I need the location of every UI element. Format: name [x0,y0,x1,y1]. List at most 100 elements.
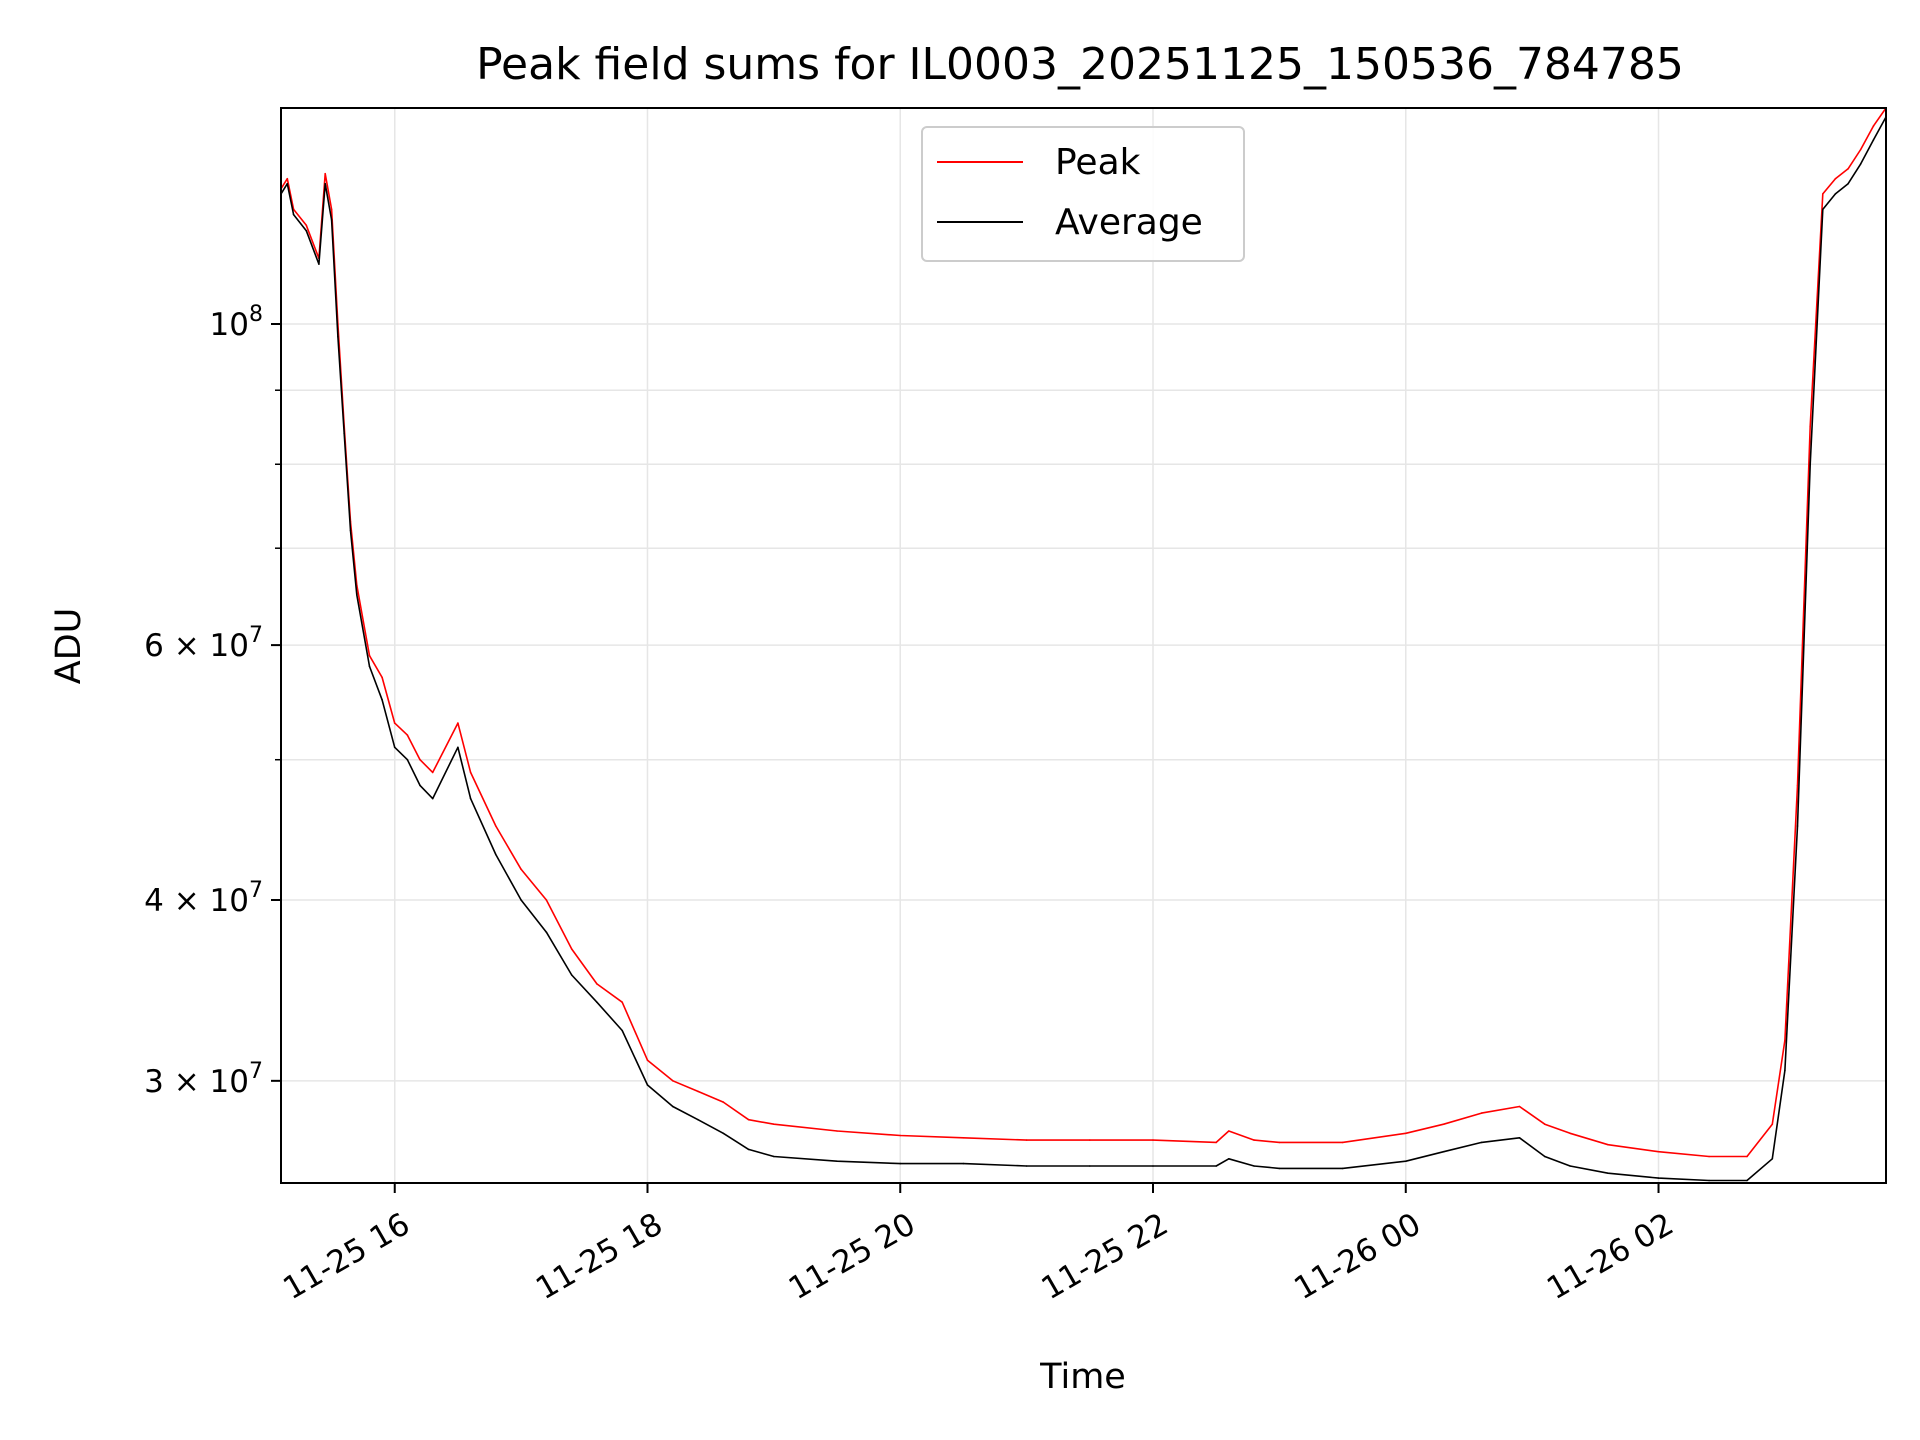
y-tick-base: 6 × 10 [144,628,249,664]
series-point-peak [545,899,548,901]
series-point-average [545,931,548,933]
series-point-peak [1746,1155,1748,1158]
series-point-average [1657,1177,1660,1179]
series-point-average [305,229,308,232]
series-point-average [1872,139,1875,141]
series-point-peak [1341,1141,1344,1144]
series-point-average [899,1162,902,1165]
series-point-peak [1607,1143,1609,1146]
series-point-average [343,432,346,435]
series-point-average [1809,463,1811,466]
series-point-peak [1834,177,1837,180]
series-point-peak [697,1090,699,1093]
y-tick-exponent: 8 [249,302,263,327]
series-point-peak [1228,1130,1230,1132]
y-tick-base: 4 × 10 [144,883,249,919]
series-point-average [286,182,289,185]
series-point-average [747,1148,750,1151]
series-point-average [1518,1137,1521,1139]
series-point-average [1544,1155,1546,1158]
series-point-peak [1025,1139,1028,1141]
series-point-average [381,699,383,701]
series-point-average [1215,1165,1217,1167]
series-point-peak [1822,193,1824,195]
series-point-peak [1518,1105,1521,1108]
series-point-peak [305,224,308,227]
series-point-average [621,1029,623,1032]
series-point-average [368,665,371,668]
y-tick-base: 3 × 10 [144,1064,249,1100]
series-point-average [469,797,472,800]
y-tick-label: 6 × 107 [144,623,263,664]
series-point-average [337,335,339,338]
series-point-peak [324,172,327,175]
series-point-average [697,1118,699,1121]
series-point-average [962,1162,965,1165]
legend-peak-label: Peak [1055,142,1141,183]
series-point-peak [1847,168,1849,170]
x-axis-label: Time [1039,1357,1126,1397]
series-point-average [1405,1160,1407,1162]
series-point-average [1784,1069,1786,1072]
legend: Peak Average [921,126,1245,262]
series-point-peak [722,1101,725,1103]
legend-average-label: Average [1055,202,1203,243]
series-point-average [349,529,352,532]
series-point-average [1708,1179,1710,1182]
series-point-peak [1544,1123,1546,1125]
grid [281,108,1886,1183]
series-point-average [1480,1141,1483,1144]
y-tick-exponent: 7 [249,1059,263,1084]
series-point-average [1228,1158,1230,1160]
series-point-peak [330,208,333,211]
series-point-average [1834,193,1837,195]
series-point-peak [286,177,289,180]
series-point-peak [596,983,598,985]
series-point-peak [1089,1139,1091,1141]
series-point-average [330,219,333,221]
series-layer [280,107,1887,1182]
series-point-peak [747,1118,750,1121]
series-point-average [1607,1172,1609,1174]
series-point-peak [1708,1155,1710,1158]
series-point-peak [406,734,409,736]
series-point-peak [1152,1139,1154,1141]
series-point-average [1796,825,1799,827]
series-point-average [1569,1165,1571,1167]
series-point-average [406,758,409,761]
series-point-average [419,784,421,787]
y-tick-exponent: 7 [249,623,263,648]
series-point-average [646,1084,649,1086]
series-point-peak [646,1059,649,1061]
series-point-average [431,797,434,800]
y-tick-label: 108 [210,302,263,343]
y-tick-label: 3 × 107 [144,1059,263,1100]
series-point-peak [962,1137,965,1139]
series-point-average [596,1001,598,1003]
y-tick-exponent: 7 [249,878,263,903]
series-point-average [1278,1167,1281,1170]
series-point-average [570,974,573,976]
series-point-average [773,1155,775,1158]
series-point-peak [1480,1112,1483,1114]
series-point-peak [431,771,434,774]
series-point-peak [1569,1132,1571,1135]
series-point-peak [1872,125,1875,127]
series-point-average [318,263,320,265]
series-point-average [1847,182,1849,185]
series-point-peak [393,722,396,724]
series-point-peak [368,654,371,657]
series-point-peak [457,722,459,724]
series-point-average [495,853,497,856]
series-point-peak [520,868,522,871]
series-point-peak [1657,1150,1660,1153]
series-point-average [1089,1165,1091,1167]
series-point-average [1253,1165,1255,1167]
series-point-peak [672,1080,674,1082]
series-point-peak [1784,1039,1786,1042]
series-point-peak [899,1134,902,1137]
series-point-average [1152,1165,1154,1167]
series-point-peak [1253,1139,1255,1141]
series-point-average [836,1160,838,1162]
